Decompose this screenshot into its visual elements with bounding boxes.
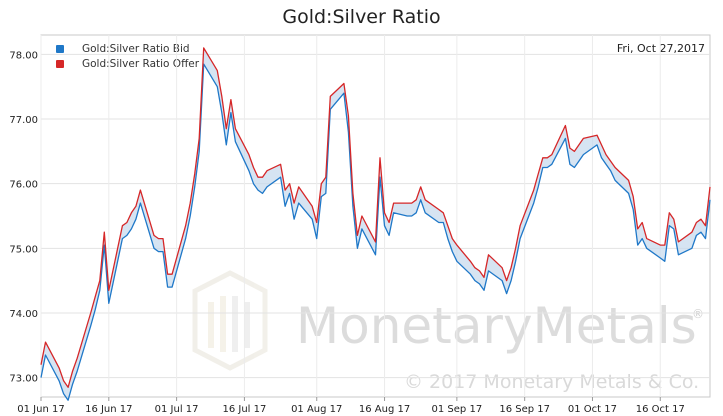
- y-axis: 73.00 74.00 75.00 76.00 77.00 78.00: [9, 50, 38, 384]
- series-line-offer: [40, 47, 711, 388]
- legend-swatch-offer: [56, 59, 64, 68]
- chart-date-label: Fri, Oct 27,2017: [616, 42, 705, 55]
- watermark: MonetaryMetals ® © 2017 Monetary Metals …: [192, 270, 704, 393]
- grid: [40, 34, 711, 398]
- x-tick-label: 16 Aug 17: [359, 404, 410, 415]
- legend-item-offer[interactable]: Gold:Silver Ratio Offer: [56, 56, 199, 71]
- x-tick-label: 16 Oct 17: [636, 404, 685, 415]
- y-tick-label: 76.00: [9, 180, 38, 191]
- legend-swatch-bid: [56, 44, 64, 53]
- watermark-registered: ®: [692, 307, 704, 321]
- series-layer: [40, 47, 711, 401]
- x-tick-label: 01 Jun 17: [17, 404, 64, 415]
- y-tick-label: 74.00: [9, 309, 38, 320]
- watermark-brand: MonetaryMetals: [296, 297, 697, 355]
- watermark-logo-icon: [192, 270, 268, 371]
- x-tick-label: 16 Sep 17: [499, 404, 550, 415]
- legend-label-offer: Gold:Silver Ratio Offer: [82, 57, 200, 70]
- x-axis: 01 Jun 17 16 Jun 17 01 Jul 17 16 Jul 17 01 A…: [17, 397, 685, 415]
- x-tick-label: 16 Jun 17: [85, 404, 132, 415]
- x-tick-label: 01 Oct 17: [568, 404, 617, 415]
- y-tick-label: 77.00: [9, 115, 38, 126]
- watermark-copyright: © 2017 Monetary Metals & Co.: [404, 371, 699, 393]
- x-tick-label: 01 Jul 17: [155, 404, 199, 415]
- series-line-bid: [40, 63, 711, 401]
- x-tick-label: 01 Sep 17: [432, 404, 483, 415]
- chart-title: Gold:Silver Ratio: [282, 6, 441, 28]
- y-tick-label: 78.00: [9, 50, 38, 61]
- x-tick-label: 16 Jul 17: [222, 404, 266, 415]
- y-tick-label: 75.00: [9, 244, 38, 255]
- y-tick-label: 73.00: [9, 374, 38, 385]
- x-tick-label: 01 Aug 17: [291, 404, 342, 415]
